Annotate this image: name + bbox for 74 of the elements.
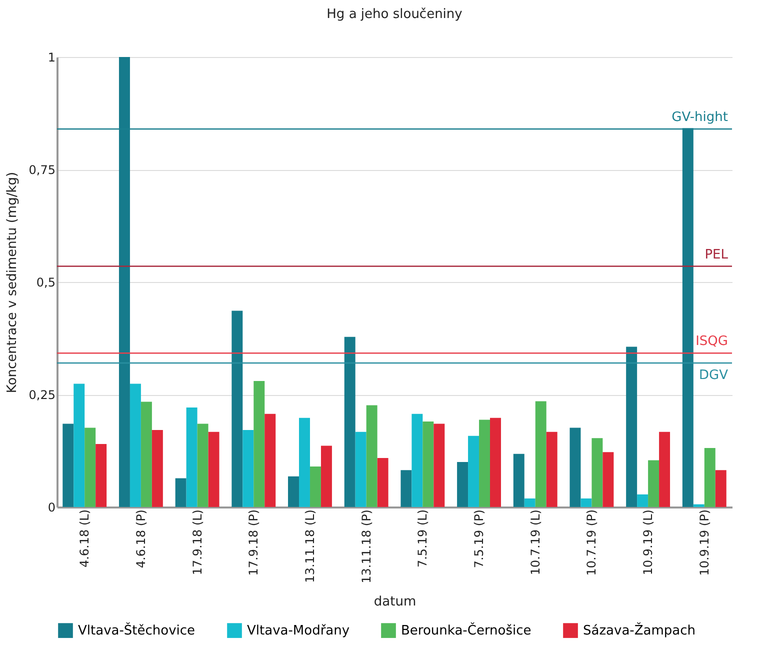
bar	[602, 452, 614, 507]
bar	[355, 432, 366, 507]
bar	[535, 401, 546, 507]
bar	[232, 310, 243, 507]
bar	[208, 432, 220, 507]
bar	[320, 446, 332, 507]
y-tick-label: 0,75	[28, 163, 56, 177]
legend-label: Sázava-Žampach	[583, 622, 696, 639]
x-tick-label: 17.9.18 (L)	[190, 510, 204, 576]
bar	[457, 462, 468, 507]
bar	[96, 444, 107, 507]
bar	[648, 460, 660, 507]
bar	[186, 408, 198, 507]
bar	[140, 402, 152, 507]
x-tick-label: 10.9.19 (P)	[697, 510, 712, 576]
bar	[310, 466, 321, 507]
bar	[479, 420, 490, 507]
bar	[580, 498, 592, 507]
bar	[434, 424, 445, 507]
bar	[400, 470, 412, 507]
bar	[152, 430, 163, 507]
bar	[130, 384, 141, 507]
x-tick-label: 10.7.19 (P)	[584, 510, 599, 576]
bar	[412, 414, 423, 507]
bar	[242, 430, 254, 507]
bar	[693, 504, 704, 507]
bar	[298, 418, 310, 507]
bar	[546, 432, 558, 507]
bar	[84, 428, 96, 507]
legend-label: Vltava-Štěchovice	[78, 622, 196, 639]
bar	[74, 384, 85, 507]
x-tick-label: 13.11.18 (L)	[302, 510, 317, 583]
bar	[468, 436, 480, 507]
bar	[377, 458, 388, 507]
bar	[626, 346, 638, 507]
y-tick-label: 1	[48, 50, 56, 64]
bar	[62, 424, 74, 507]
x-axis-title: datum	[374, 594, 416, 610]
y-tick-label: 0,25	[28, 388, 56, 402]
bar	[704, 448, 716, 507]
bar	[659, 432, 670, 507]
bar	[175, 478, 186, 507]
x-tick-label: 10.7.19 (L)	[528, 510, 542, 576]
x-tick-label: 4.6.18 (P)	[134, 510, 148, 568]
bar	[197, 424, 208, 507]
bar	[264, 414, 276, 507]
x-tick-label: 4.6.18 (L)	[78, 510, 92, 568]
bar	[288, 476, 299, 507]
x-tick-label: 7.5.19 (L)	[416, 510, 430, 568]
bar	[524, 498, 536, 507]
x-tick-label: 17.9.18 (P)	[246, 510, 261, 576]
y-tick-label: 0	[48, 500, 56, 514]
bar	[637, 494, 648, 507]
bar	[422, 422, 434, 507]
bar	[592, 438, 603, 507]
bar	[570, 428, 581, 507]
y-tick-label: 0,5	[36, 276, 56, 290]
bar	[715, 470, 726, 507]
x-tick-label: 10.9.19 (L)	[641, 510, 656, 576]
x-tick-label: 13.11.18 (P)	[359, 510, 374, 584]
chart-title: Hg a jeho sloučeniny	[326, 7, 463, 22]
bar	[254, 381, 265, 507]
ref-line-label: ISQG	[696, 334, 728, 350]
legend-label: Vltava-Modřany	[247, 624, 350, 639]
x-tick-label: 7.5.19 (P)	[472, 510, 486, 568]
bar	[513, 454, 524, 507]
bar	[366, 405, 378, 507]
bar	[490, 418, 501, 507]
y-axis-title: Koncentrace v sedimentu (mg/kg)	[4, 172, 20, 394]
ref-line-label: GV-hight	[672, 110, 728, 125]
ref-line-label: PEL	[704, 247, 729, 262]
bar	[344, 336, 356, 507]
ref-line-label: DGV	[699, 368, 728, 383]
legend-label: Berounka-Černošice	[401, 622, 532, 639]
